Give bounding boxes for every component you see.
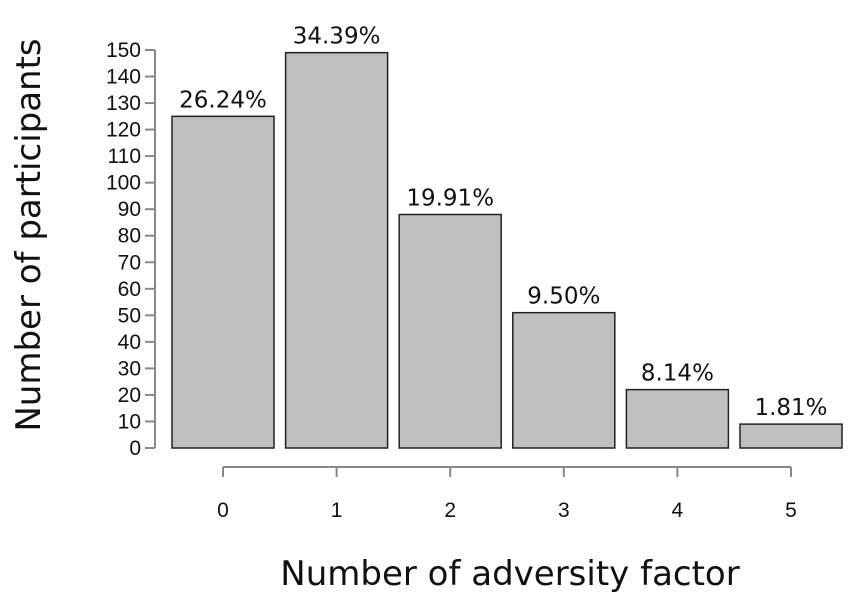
y-tick-label: 30 — [118, 357, 141, 380]
y-axis-title: Number of participants — [9, 38, 49, 431]
x-tick-label: 1 — [331, 499, 343, 522]
y-tick-label: 140 — [106, 66, 141, 89]
y-tick-label: 20 — [118, 384, 141, 407]
bar-value-label: 8.14% — [641, 361, 714, 387]
bar — [512, 311, 616, 449]
bar-value-label: 1.81% — [754, 395, 827, 421]
y-tick-label: 60 — [118, 278, 141, 301]
x-tick-label: 2 — [444, 499, 456, 522]
y-tick-label: 150 — [106, 39, 141, 62]
bar-value-label: 9.50% — [527, 284, 600, 310]
bar — [284, 51, 389, 449]
bars — [171, 51, 843, 449]
bar-value-label: 26.24% — [179, 87, 267, 113]
x-tick-label: 5 — [785, 499, 797, 522]
y-tick-label: 50 — [118, 304, 141, 327]
y-tick-label: 70 — [118, 251, 141, 274]
bar — [171, 115, 275, 449]
data-labels: 26.24% 34.39% 19.91% 9.50% 8.14% 1.81% — [179, 24, 827, 421]
y-tick-label: 10 — [118, 410, 141, 433]
y-tick-label: 90 — [118, 198, 141, 221]
x-tick-label: 4 — [672, 499, 684, 522]
bar — [739, 423, 843, 449]
y-axis: 0 10 20 30 40 50 60 70 80 90 100 110 120 130 140 150 — [106, 39, 156, 460]
y-tick-label: 40 — [118, 331, 141, 354]
y-tick-label: 0 — [129, 437, 141, 460]
y-tick-label: 120 — [106, 119, 141, 142]
x-axis-title: Number of adversity factor — [280, 554, 739, 594]
bar-value-label: 34.39% — [293, 24, 381, 50]
bar-value-label: 19.91% — [406, 186, 494, 212]
bar — [625, 388, 730, 449]
y-tick-label: 100 — [106, 172, 141, 195]
x-tick-label: 3 — [558, 499, 570, 522]
y-tick-label: 130 — [106, 92, 141, 115]
x-axis: 0 1 2 3 4 5 — [217, 466, 797, 522]
x-tick-label: 0 — [217, 499, 229, 522]
y-tick-label: 110 — [108, 145, 141, 168]
y-tick-label: 80 — [118, 225, 141, 248]
bar — [398, 213, 502, 449]
